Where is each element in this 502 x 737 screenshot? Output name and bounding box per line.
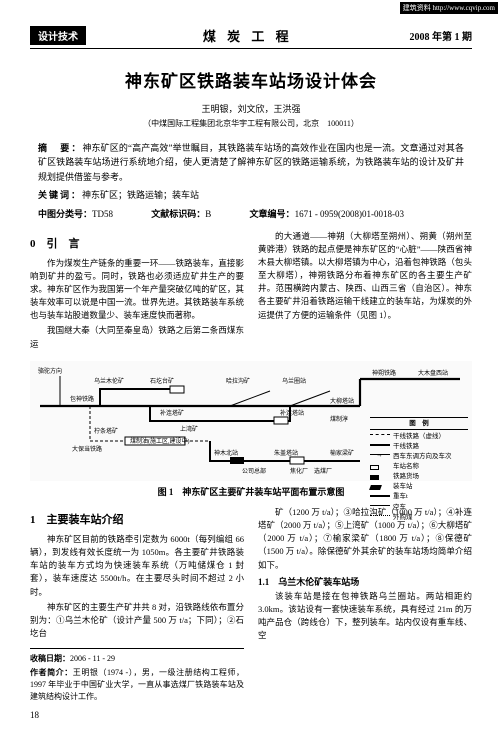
page-container: 设计技术 煤 炭 工 程 2008 年第 1 期 神东矿区铁路装车站场设计体会 … <box>0 0 502 737</box>
map-label: 补连塔矿 <box>160 409 184 417</box>
issue-label: 2008 年第 1 期 <box>409 28 472 43</box>
legend-title: 图 例 <box>370 417 468 430</box>
keywords-label: 关键词： <box>38 190 82 200</box>
section-0-heading: 0 引 言 <box>30 236 244 253</box>
intro-columns: 0 引 言 作为煤炭生产链条的重要一环——铁路装车，直接影响到矿井的盈亏。同时，… <box>30 230 472 353</box>
section-label: 设计技术 <box>30 26 86 45</box>
map-label: 公司总部 <box>242 467 266 475</box>
map-label: 补连塔站 <box>280 409 304 417</box>
map-label: 榆家梁矿 <box>330 449 354 457</box>
keywords-text: 神东矿区；铁路运输；装车站 <box>82 190 199 200</box>
affiliation: （中煤国际工程集团北京华宇工程有限公司，北京 100011） <box>30 118 472 129</box>
figure-legend: 图 例 干线铁路（虚线） 干线铁路 →西车东调方向及车次 车站名称 铁路货场 装… <box>370 417 468 523</box>
abstract-block: 摘 要：神东矿区的“高产高效”举世瞩目，其铁路装车站场的高效作业在国内也是一流。… <box>30 141 472 184</box>
doc-code-label: 文献标识码： <box>151 209 205 219</box>
para: 的大通道——神朔（大柳塔至朔州）、朔黄（朔州至黄骅港）铁路的起点便是神东矿区的“… <box>258 230 472 322</box>
figure-1: 骆驼方向 包神铁路 乌兰木伦矿 石圪台矿 哈拉沟矿 乌兰圈站 神朔铁路 大木盘西… <box>30 361 472 498</box>
recv-date-value: 2006 - 11 - 29 <box>70 654 115 663</box>
map-label: 朱盖塔站 <box>274 449 298 457</box>
map-label: 石圪台矿 <box>150 377 174 385</box>
para: 该装车站是接在包神铁路乌兰圈站。两站相距约 3.0km。该站设有一套快速装车系统… <box>258 590 472 643</box>
article-id-label: 文章编号： <box>250 209 295 219</box>
col-left-2: 1 主要装车站介绍 神东矿区目前的铁路牵引定数为 6000t（每列编组 66 辆… <box>30 506 244 723</box>
figure-1-diagram: 骆驼方向 包神铁路 乌兰木伦矿 石圪台矿 哈拉沟矿 乌兰圈站 神朔铁路 大木盘西… <box>30 361 472 481</box>
map-label: 乌兰圈站 <box>282 377 306 385</box>
abstract-text: 神东矿区的“高产高效”举世瞩目，其铁路装车站场的高效作业在国内也是一流。文章通过… <box>38 143 464 182</box>
map-label: 大木盘西站 <box>418 369 448 377</box>
footnote: 收稿日期：2006 - 11 - 29 作者简介：王明银（1974 -），男，一… <box>30 648 244 703</box>
map-label: 乌兰木伦矿 <box>94 377 124 385</box>
map-label: 神朔铁路 <box>372 369 396 377</box>
article-title: 神东矿区铁路装车站场设计体会 <box>30 67 472 92</box>
map-label: 骆驼方向 <box>38 367 62 375</box>
para: 神东矿区的主要生产矿井共 8 对，沿铁路线依布置分别为：①乌兰木伦矿（设计产量 … <box>30 601 244 641</box>
map-label: 哈拉沟矿 <box>226 377 250 385</box>
para: 作为煤炭生产链条的重要一环——铁路装车，直接影响到矿井的盈亏。同时，铁路也必须适… <box>30 257 244 323</box>
map-label: 柠条塔矿 <box>94 427 118 435</box>
col-right-2: 矿（1200 万 t/a）；③哈拉沟矿（1000 万 t/a）；④补连塔矿（20… <box>258 506 472 723</box>
map-label: 包神铁路 <box>70 395 94 403</box>
body-columns: 1 主要装车站介绍 神东矿区目前的铁路牵引定数为 6000t（每列编组 66 辆… <box>30 506 472 723</box>
authors: 王明银，刘文欣，王洪强 <box>30 102 472 115</box>
section-1-1-heading: 1.1 乌兰木伦矿装车站场 <box>258 576 472 590</box>
map-label: 神木北站 <box>214 449 238 457</box>
page-number: 18 <box>30 709 244 723</box>
keywords-block: 关键词：神东矿区；铁路运输；装车站 <box>30 188 472 202</box>
col-right: 的大通道——神朔（大柳塔至朔州）、朔黄（朔州至黄骅港）铁路的起点便是神东矿区的“… <box>258 230 472 353</box>
section-1-heading: 1 主要装车站介绍 <box>30 512 244 529</box>
map-label: 大柳塔站 <box>330 397 354 405</box>
recv-date-label: 收稿日期： <box>30 654 70 663</box>
map-label: 大保当铁路 <box>72 445 102 453</box>
doc-code-value: B <box>205 209 211 219</box>
map-label: 焦化厂 选煤厂 <box>290 467 332 475</box>
source-banner: 建筑资料 http://www.cqvip.com <box>400 2 498 14</box>
cls-label: 中图分类号： <box>38 209 92 219</box>
cls-value: TD58 <box>92 209 113 219</box>
map-label: 上湾矿 <box>180 425 198 433</box>
abstract-label: 摘 要： <box>38 143 82 153</box>
map-label: 煤制淳 <box>330 415 348 423</box>
map-label: 煤制油(施工区,建设中) <box>130 437 190 445</box>
page-header: 设计技术 煤 炭 工 程 2008 年第 1 期 <box>30 26 472 49</box>
author-bio-label: 作者简介： <box>30 668 73 677</box>
article-id-value: 1671 - 0959(2008)01-0018-03 <box>295 209 405 219</box>
col-left: 0 引 言 作为煤炭生产链条的重要一环——铁路装车，直接影响到矿井的盈亏。同时，… <box>30 230 244 353</box>
journal-title: 煤 炭 工 程 <box>203 26 293 45</box>
para: 神东矿区目前的铁路牵引定数为 6000t（每列编组 66 辆），到发线有效长度统… <box>30 533 244 599</box>
classification-line: 中图分类号：TD58 文献标识码：B 文章编号：1671 - 0959(2008… <box>30 207 472 220</box>
para: 我国继大秦（大同至秦皇岛）铁路之后第二条西煤东运 <box>30 324 244 350</box>
